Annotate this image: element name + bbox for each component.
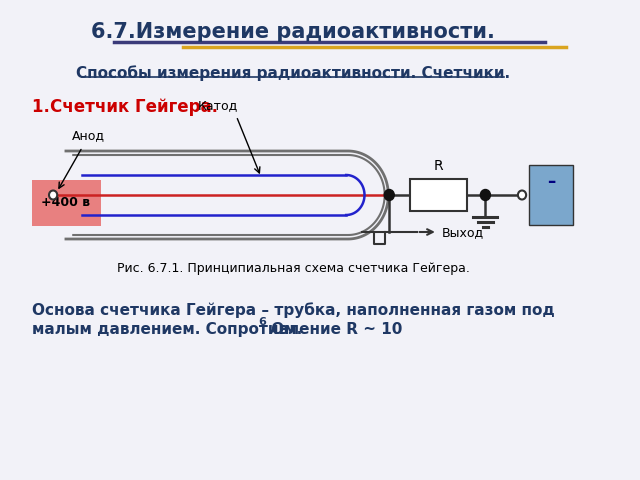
- FancyBboxPatch shape: [529, 165, 573, 225]
- FancyBboxPatch shape: [410, 179, 467, 211]
- Text: Рис. 6.7.1. Принципиальная схема счетчика Гейгера.: Рис. 6.7.1. Принципиальная схема счетчик…: [116, 262, 470, 275]
- Text: –: –: [547, 173, 556, 191]
- Text: Основа счетчика Гейгера – трубка, наполненная газом под: Основа счетчика Гейгера – трубка, наполн…: [32, 302, 555, 318]
- Text: Способы измерения радиоактивности. Счетчики.: Способы измерения радиоактивности. Счетч…: [76, 65, 510, 81]
- Text: Катод: Катод: [198, 99, 238, 112]
- Circle shape: [481, 190, 490, 201]
- Circle shape: [518, 191, 526, 200]
- Text: Ом.: Ом.: [266, 322, 302, 337]
- Text: Счетчик Гейгера.: Счетчик Гейгера.: [51, 98, 218, 116]
- Text: R: R: [434, 159, 444, 173]
- Text: Анод: Анод: [72, 129, 104, 142]
- Circle shape: [49, 191, 57, 200]
- Text: 1.: 1.: [32, 98, 56, 116]
- Text: 6: 6: [259, 317, 266, 327]
- Text: +400 в: +400 в: [42, 196, 90, 209]
- Circle shape: [384, 190, 394, 201]
- Text: Выход: Выход: [442, 227, 484, 240]
- Text: 6.7.Измерение радиоактивности.: 6.7.Измерение радиоактивности.: [91, 22, 495, 42]
- Text: малым давлением. Сопротивление R ~ 10: малым давлением. Сопротивление R ~ 10: [32, 322, 403, 337]
- FancyBboxPatch shape: [32, 180, 100, 226]
